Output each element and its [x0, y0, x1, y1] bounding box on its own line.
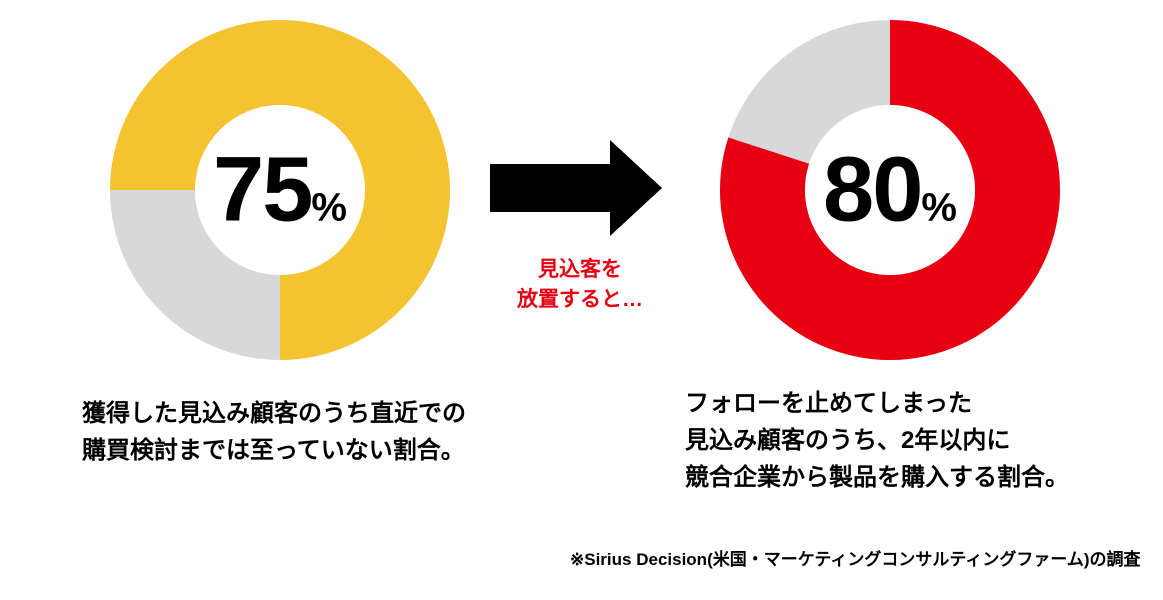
right-caption: フォローを止めてしまった 見込み顧客のうち、2年以内に 競合企業から製品を購入す… — [685, 385, 1069, 497]
right-donut-number: 80 — [823, 139, 921, 241]
left-caption: 獲得した見込み顧客のうち直近での 購買検討までは至っていない割合。 — [82, 395, 466, 469]
left-donut-chart: 75% — [110, 20, 450, 360]
right-donut-chart: 80% — [720, 20, 1060, 360]
infographic-canvas: 75% 80% 見込客を 放置すると… 獲得した見込み顧客のうち直近での 購買検… — [0, 0, 1163, 600]
right-donut-center: 80% — [823, 138, 957, 243]
left-donut-number: 75 — [213, 139, 311, 241]
left-donut-center: 75% — [213, 138, 347, 243]
arrow-icon — [490, 140, 662, 236]
arrow-label: 見込客を 放置すると… — [475, 255, 685, 316]
arrow-svg — [490, 140, 662, 236]
footnote: ※Sirius Decision(米国・マーケティングコンサルティングファーム)… — [570, 545, 1141, 570]
left-donut-unit: % — [311, 186, 347, 230]
right-donut-unit: % — [921, 186, 957, 230]
